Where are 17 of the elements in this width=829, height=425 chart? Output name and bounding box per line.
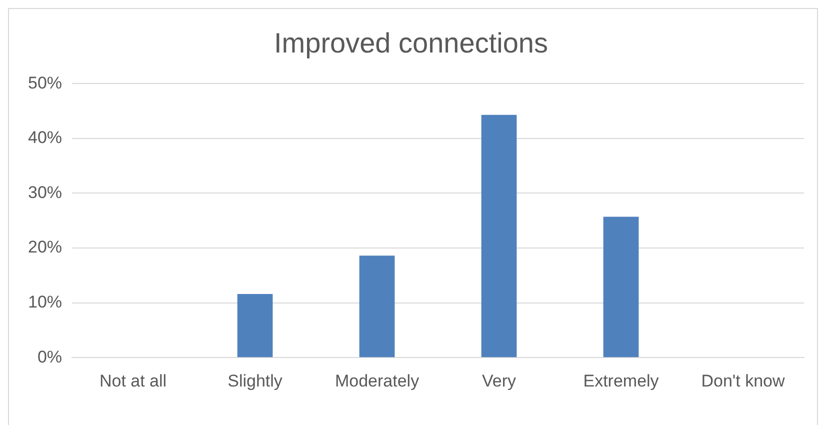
x-tick-label: Very [482,371,517,390]
chart-title: Improved connections [274,28,548,59]
x-tick-label: Moderately [334,371,420,390]
y-tick-label: 0% [37,347,62,366]
bar [237,294,273,358]
bar [603,216,639,358]
y-tick-label: 30% [28,182,62,202]
y-tick-label: 20% [28,238,62,257]
x-tick-label: Don't know [701,371,786,390]
y-tick-label: 50% [28,73,62,92]
y-tick-label: 40% [28,128,62,148]
y-tick-label: 10% [28,292,62,312]
x-tick-label: Slightly [228,371,283,390]
x-tick-label: Extremely [583,371,660,390]
bar [481,114,517,358]
bar [359,256,395,358]
x-tick-label: Not at all [99,371,167,390]
